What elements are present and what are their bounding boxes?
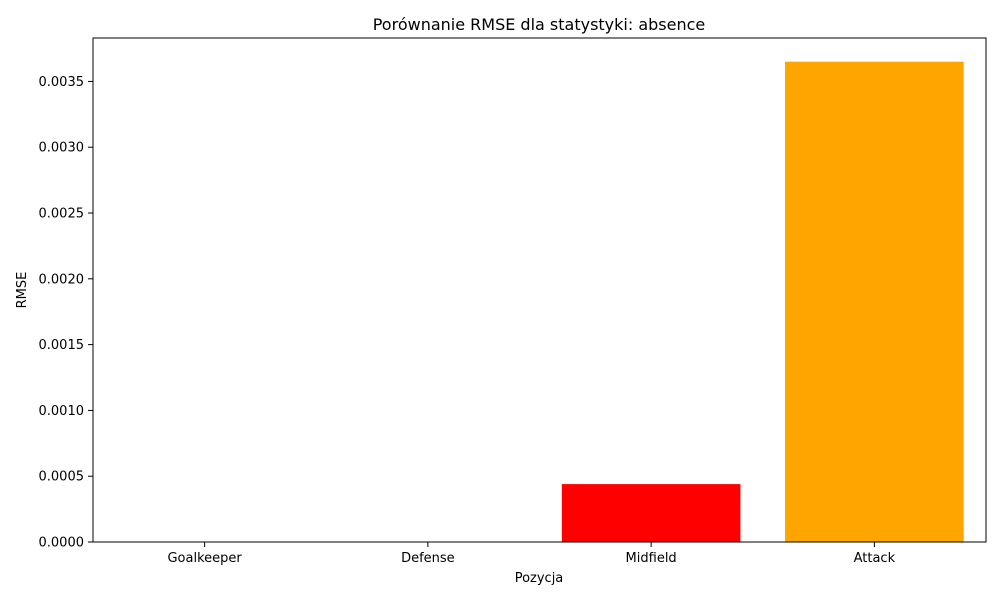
chart-title: Porównanie RMSE dla statystyki: absence (373, 15, 706, 34)
x-tick-label: Midfield (626, 551, 677, 566)
y-tick-label: 0.0015 (39, 338, 85, 353)
y-tick-label: 0.0035 (39, 75, 85, 90)
y-tick-label: 0.0025 (39, 207, 85, 222)
y-tick-label: 0.0010 (39, 404, 85, 419)
x-axis-title: Pozycja (515, 571, 564, 586)
bar-midfield (561, 484, 741, 542)
x-tick-label: Defense (401, 551, 455, 566)
axes-frame (92, 37, 987, 543)
x-tick-label: Attack (854, 551, 896, 566)
x-tick-label: Goalkeeper (167, 551, 242, 566)
y-axis-title: RMSE (15, 272, 30, 309)
plot-area: 0.0000 0.0005 0.0010 0.0015 0.0020 0.0025 0.00… (39, 37, 987, 566)
bar-attack (785, 61, 964, 542)
y-tick-label: 0.0000 (39, 536, 85, 551)
y-tick-label: 0.0030 (39, 141, 85, 156)
y-tick-label: 0.0020 (39, 272, 85, 287)
y-tick-label: 0.0005 (39, 470, 85, 485)
